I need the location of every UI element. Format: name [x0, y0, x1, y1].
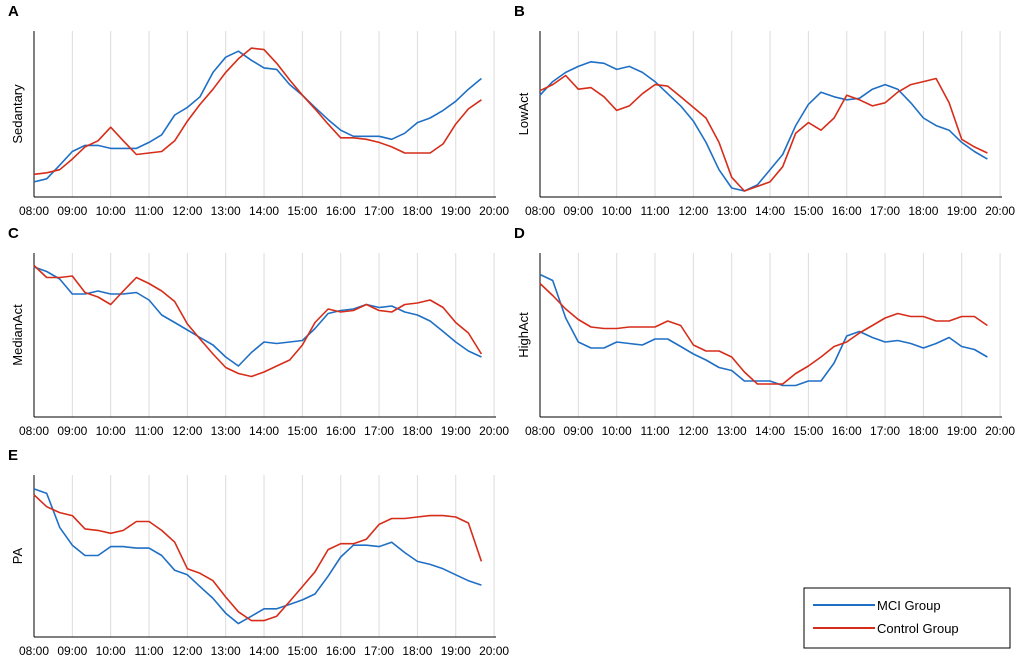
x-tick-label: 17:00 [364, 204, 394, 218]
legend: MCI Group Control Group [803, 587, 1011, 649]
chart-panel-b: B LowAct 08:00 09:00 10:00 11:00 12:00 13:00 14:… [514, 3, 1015, 218]
x-tick-label: 10:00 [602, 424, 632, 438]
y-axis-label: HighAct [516, 312, 531, 358]
x-tick-label: 17:00 [364, 424, 394, 438]
x-tick-label: 18:00 [908, 424, 938, 438]
x-tick-label: 13:00 [211, 644, 241, 658]
x-tick-label: 10:00 [96, 644, 126, 658]
x-tick-label: 16:00 [326, 644, 356, 658]
x-tick-label: 11:00 [640, 204, 669, 218]
x-tick-label: 10:00 [96, 204, 126, 218]
x-tick-label: 13:00 [717, 424, 747, 438]
x-tick-label: 12:00 [678, 204, 708, 218]
chart-panel-e: E PA 08:00 09:00 10:00 11:00 12:00 13:00 14:00 15… [8, 447, 509, 658]
series-line-control [33, 47, 482, 176]
x-tick-label: 14:00 [755, 204, 785, 218]
y-axis-label: Sedantary [10, 84, 25, 144]
x-tick-label: 09:00 [57, 424, 87, 438]
x-tick-label: 20:00 [479, 204, 509, 218]
series-line-mci [539, 273, 988, 387]
legend-mci-label: MCI Group [877, 598, 941, 613]
x-tick-label: 18:00 [402, 644, 432, 658]
x-tick-label: 13:00 [211, 204, 241, 218]
x-tick-label: 12:00 [678, 424, 708, 438]
x-tick-label: 11:00 [134, 644, 163, 658]
y-axis-label: MedianAct [10, 304, 25, 366]
x-tick-label: 12:00 [172, 424, 202, 438]
y-axis-label: LowAct [516, 92, 531, 135]
x-tick-label: 08:00 [525, 424, 555, 438]
x-tick-label: 15:00 [793, 204, 823, 218]
x-tick-label: 08:00 [19, 644, 49, 658]
x-tick-label: 08:00 [19, 424, 49, 438]
x-tick-label: 16:00 [326, 424, 356, 438]
series-line-control [539, 282, 988, 385]
series-line-control [539, 74, 988, 192]
x-tick-label: 15:00 [287, 644, 317, 658]
x-tick-label: 14:00 [249, 424, 279, 438]
x-tick-label: 09:00 [57, 204, 87, 218]
legend-frame [803, 587, 1011, 649]
x-tick-label: 09:00 [563, 424, 593, 438]
x-tick-label: 20:00 [479, 644, 509, 658]
x-tick-label: 15:00 [287, 204, 317, 218]
x-tick-label: 20:00 [985, 424, 1015, 438]
x-tick-label: 19:00 [441, 204, 471, 218]
series-line-mci [33, 488, 482, 625]
x-tick-label: 09:00 [57, 644, 87, 658]
x-tick-label: 14:00 [249, 644, 279, 658]
x-tick-label: 09:00 [563, 204, 593, 218]
x-tick-label: 11:00 [134, 204, 163, 218]
x-tick-label: 15:00 [793, 424, 823, 438]
series-line-mci [539, 60, 988, 192]
legend-control-label: Control Group [877, 621, 959, 636]
x-tick-label: 16:00 [326, 204, 356, 218]
panel-letter: B [514, 3, 525, 20]
chart-panel-a: A Sedantary 08:00 09:00 10:00 11:00 12:00 13:00… [8, 3, 509, 218]
x-tick-label: 18:00 [402, 424, 432, 438]
x-tick-label: 20:00 [985, 204, 1015, 218]
x-tick-label: 08:00 [19, 204, 49, 218]
x-tick-label: 13:00 [717, 204, 747, 218]
x-tick-label: 17:00 [870, 424, 900, 438]
x-tick-label: 10:00 [96, 424, 126, 438]
x-tick-label: 12:00 [172, 204, 202, 218]
panel-letter: A [8, 3, 19, 20]
x-tick-label: 11:00 [640, 424, 669, 438]
x-tick-label: 12:00 [172, 644, 202, 658]
series-line-mci [33, 266, 482, 367]
x-tick-label: 14:00 [249, 204, 279, 218]
y-axis-label: PA [10, 547, 25, 564]
x-tick-label: 17:00 [870, 204, 900, 218]
x-tick-label: 10:00 [602, 204, 632, 218]
panel-letter: E [8, 447, 18, 464]
x-tick-label: 20:00 [479, 424, 509, 438]
x-tick-label: 18:00 [908, 204, 938, 218]
x-tick-label: 16:00 [832, 424, 862, 438]
x-tick-label: 19:00 [947, 424, 977, 438]
x-tick-label: 16:00 [832, 204, 862, 218]
x-tick-label: 19:00 [441, 424, 471, 438]
x-tick-label: 13:00 [211, 424, 241, 438]
panel-letter: D [514, 225, 525, 242]
x-tick-label: 18:00 [402, 204, 432, 218]
panel-letter: C [8, 225, 19, 242]
x-tick-label: 19:00 [441, 644, 471, 658]
series-line-mci [33, 50, 482, 183]
x-tick-label: 14:00 [755, 424, 785, 438]
series-line-control [33, 494, 483, 622]
x-tick-label: 11:00 [134, 424, 163, 438]
series-line-control [33, 264, 483, 378]
x-tick-label: 08:00 [525, 204, 555, 218]
chart-panel-d: D HighAct 08:00 09:00 10:00 11:00 12:00 13:00 14… [514, 225, 1015, 438]
chart-panel-c: C MedianAct 08:00 09:00 10:00 11:00 12:00 13:00… [8, 225, 509, 438]
x-tick-label: 19:00 [947, 204, 977, 218]
x-tick-label: 17:00 [364, 644, 394, 658]
x-tick-label: 15:00 [287, 424, 317, 438]
